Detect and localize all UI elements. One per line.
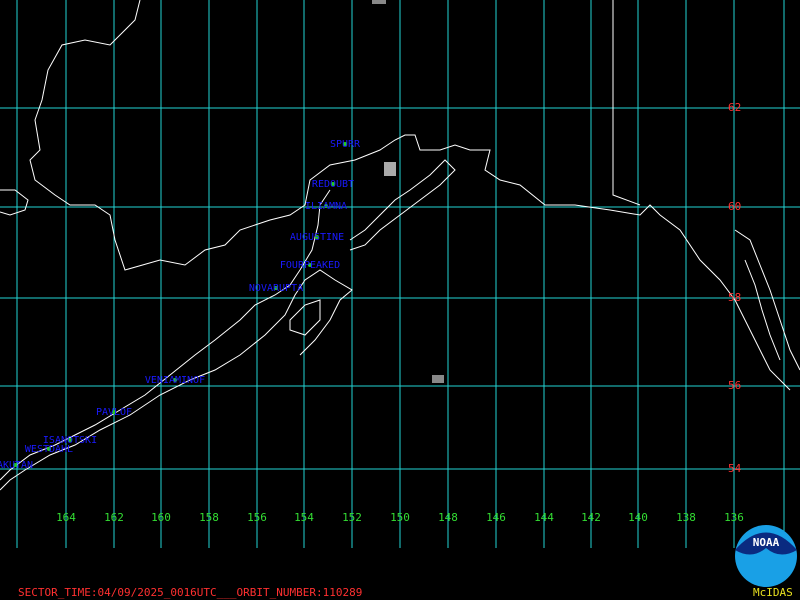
volcano-labels: SPURR REDOUBT ILIAMNA AUGUSTINE FOURPEAKED NO… [0, 139, 361, 471]
latitude-label: 62 [728, 101, 741, 114]
volcano-label: ISANOTSKI [43, 435, 97, 446]
volcano-marker [13, 463, 17, 467]
volcano-label: FOURPEAKED [280, 260, 340, 271]
graticule [0, 0, 800, 548]
volcano-label: VENIAMINOF [145, 375, 205, 386]
longitude-label: 152 [342, 511, 362, 524]
footer-text: SECTOR_TIME:04/09/2025_0016UTC___ORBIT_N… [18, 586, 362, 599]
latitude-label: 56 [728, 379, 741, 392]
longitude-label: 136 [724, 511, 744, 524]
cloud-patch [384, 162, 396, 176]
volcano-marker [274, 286, 278, 290]
longitude-label: 154 [294, 511, 314, 524]
volcano-marker [343, 142, 347, 146]
latitude-label: 54 [728, 462, 742, 475]
volcano-marker [324, 204, 328, 208]
logo-text: NOAA [753, 536, 780, 549]
volcano-marker [315, 235, 319, 239]
volcano-marker [112, 410, 116, 414]
volcano-label: REDOUBT [312, 179, 354, 190]
latitude-labels: 62 60 58 56 54 [728, 101, 742, 475]
coastline [0, 0, 800, 491]
latitude-label: 58 [728, 291, 741, 304]
longitude-label: 146 [486, 511, 506, 524]
longitude-label: 142 [581, 511, 601, 524]
longitude-label: 158 [199, 511, 219, 524]
noaa-logo: NOAA [735, 525, 797, 587]
longitude-label: 160 [151, 511, 171, 524]
volcano-marker [331, 182, 335, 186]
volcano-marker [47, 447, 51, 451]
volcano-label: SPURR [330, 139, 361, 150]
volcano-marker [308, 263, 312, 267]
volcano-label: WESTDAHL [25, 444, 73, 455]
longitude-label: 148 [438, 511, 458, 524]
volcano-label: AKUTAN [0, 460, 33, 471]
longitude-labels: 164 162 160 158 156 154 152 150 148 146 144 142 140 1… [56, 511, 744, 524]
volcano-label: PAVLOF [96, 407, 132, 418]
longitude-label: 164 [56, 511, 76, 524]
volcano-marker [68, 438, 72, 442]
volcano-marker [173, 378, 177, 382]
longitude-label: 156 [247, 511, 267, 524]
longitude-label: 138 [676, 511, 696, 524]
latitude-label: 60 [728, 200, 741, 213]
longitude-label: 150 [390, 511, 410, 524]
cloud-patch [372, 0, 386, 4]
longitude-label: 140 [628, 511, 648, 524]
volcano-label: ILIAMNA [305, 201, 347, 212]
volcano-label: AUGUSTINE [290, 232, 344, 243]
cloud-patch [432, 375, 444, 383]
volcano-label: NOVARUPTA [249, 283, 303, 294]
longitude-label: 162 [104, 511, 124, 524]
logo-caption: McIDAS [753, 586, 793, 599]
longitude-label: 144 [534, 511, 554, 524]
